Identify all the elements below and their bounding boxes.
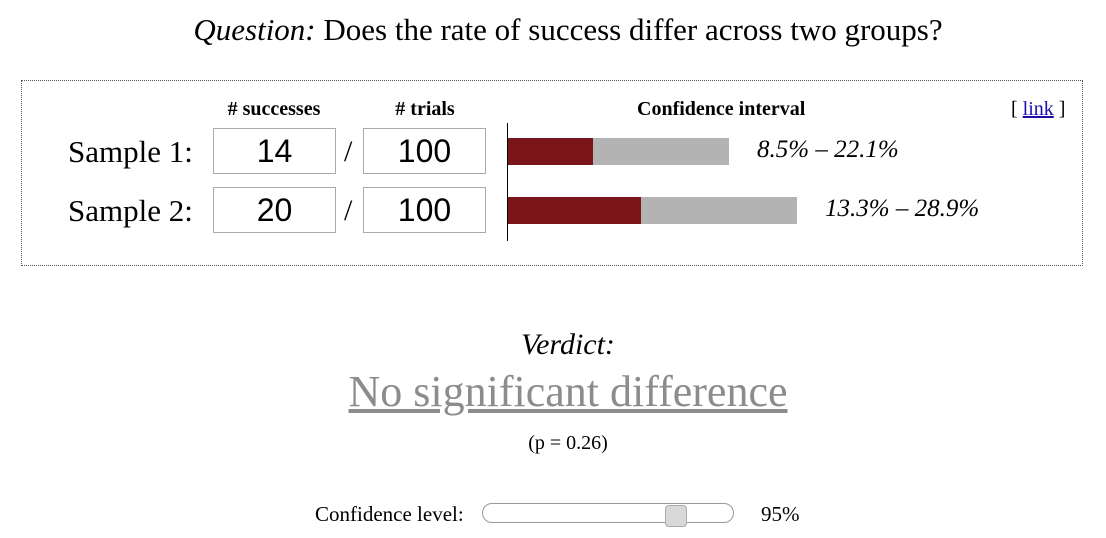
sample-1-ci-text: 8.5% – 22.1% <box>757 136 899 163</box>
question-text: Does the rate of success differ across t… <box>323 12 943 47</box>
confidence-level-value: 95% <box>761 502 800 526</box>
link-bracket-open: [ <box>1011 98 1018 120</box>
sample-2-successes-input[interactable] <box>213 187 336 233</box>
ci-column-header: Confidence interval <box>637 98 806 120</box>
sample-1-successes-input[interactable] <box>213 128 336 174</box>
sample-1-ci-bar <box>508 138 729 165</box>
sample-1-slash: / <box>344 135 353 168</box>
link-bracket-close: ] <box>1058 98 1066 120</box>
sample-1-label: Sample 1: <box>68 134 193 169</box>
samples-panel: # successes # trials Confidence interval… <box>21 80 1083 266</box>
verdict-value: No significant difference <box>348 367 788 416</box>
p-value: (p = 0.26) <box>528 432 608 454</box>
successes-column-header: # successes <box>227 98 321 120</box>
verdict-label: Verdict: <box>521 328 615 361</box>
confidence-level-slider[interactable] <box>482 503 734 527</box>
link-container: [ link ] <box>1011 97 1065 121</box>
confidence-slider-thumb[interactable] <box>665 505 688 527</box>
confidence-level-label: Confidence level: <box>315 502 464 526</box>
sample-2-rate-fill <box>508 197 641 224</box>
sample-2-ci-text: 13.3% – 28.9% <box>825 195 980 222</box>
ci-axis-line <box>507 123 508 241</box>
question-heading: Question: Does the rate of success diffe… <box>0 10 1106 50</box>
question-prefix: Question: <box>193 12 316 47</box>
sample-1-rate-fill <box>508 138 593 165</box>
permalink-link[interactable]: link <box>1022 98 1054 120</box>
sample-2-label: Sample 2: <box>68 193 193 228</box>
sample-2-slash: / <box>344 194 353 227</box>
sample-2-trials-input[interactable] <box>363 187 486 233</box>
sample-1-trials-input[interactable] <box>363 128 486 174</box>
sample-2-ci-bar <box>508 197 797 224</box>
trials-column-header: # trials <box>395 98 455 120</box>
